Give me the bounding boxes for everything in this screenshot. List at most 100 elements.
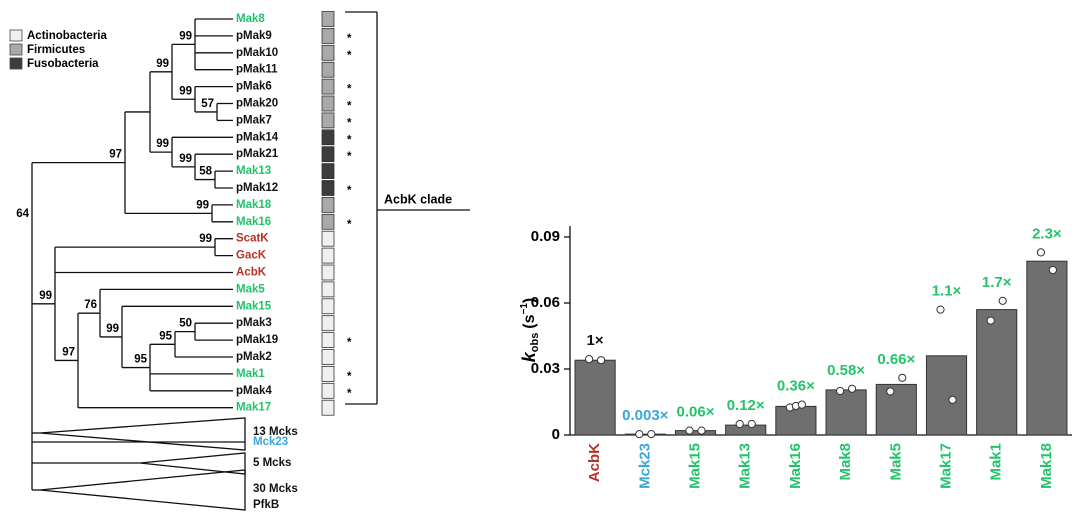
fold-label: 0.003× <box>622 407 669 424</box>
bootstrap: 95 <box>134 354 147 366</box>
replicate-point <box>948 395 957 404</box>
leaf-label: pMak14 <box>236 131 279 143</box>
phylum-box <box>321 112 335 129</box>
leaf-label: pMak6 <box>236 81 272 93</box>
y-tick-label: 0.06 <box>531 294 560 311</box>
bootstrap: 99 <box>179 30 192 42</box>
leaf-label: Mak15 <box>236 300 272 312</box>
collapsed-label: PfkB <box>253 499 279 511</box>
y-axis-label-part: k <box>519 351 539 362</box>
leaf-label: Mak13 <box>236 165 271 177</box>
leaf-label: Mak18 <box>236 199 272 211</box>
bootstrap: 58 <box>199 166 212 178</box>
phylum-box <box>321 349 335 365</box>
y-axis-label-part: obs <box>529 333 541 353</box>
x-tick-label: Mck23 <box>636 443 653 489</box>
fold-label: 0.36× <box>777 378 815 395</box>
legend-swatch <box>9 43 23 56</box>
phylum-box <box>321 213 335 230</box>
bootstrap: 99 <box>179 153 192 165</box>
y-tick-label: 0.03 <box>531 360 560 377</box>
collapsed-triangle <box>139 452 246 475</box>
bootstrap: 99 <box>199 233 212 245</box>
replicate-point <box>1036 248 1046 257</box>
bootstrap: 99 <box>156 138 169 150</box>
fold-label: 0.66× <box>877 351 915 368</box>
x-tick-label: Mak15 <box>686 443 703 489</box>
replicate-point <box>697 426 706 435</box>
bootstrap: 50 <box>179 318 192 330</box>
x-tick-label: Mak1 <box>988 443 1005 481</box>
leaf-mark: * <box>347 50 352 62</box>
bootstrap: 95 <box>159 330 172 342</box>
replicate-point <box>848 384 857 393</box>
y-axis-label: kobs (s−1) <box>519 298 541 363</box>
collapsed-label: 30 Mcks <box>253 483 298 495</box>
legend-label: Fusobacteria <box>27 58 99 70</box>
bar <box>674 430 717 436</box>
replicate-point <box>647 430 656 439</box>
replicate-point <box>685 426 694 435</box>
bar <box>825 389 867 436</box>
leaf-mark: * <box>347 33 352 45</box>
phylum-box <box>321 365 335 382</box>
phylum-box <box>321 332 335 349</box>
replicate-point <box>998 296 1007 305</box>
phylum-box <box>321 27 335 44</box>
phylum-box <box>321 298 335 315</box>
phylum-box <box>321 61 335 78</box>
collapsed-triangle <box>39 469 246 511</box>
y-axis-label-part: (s <box>521 314 538 328</box>
bootstrap: 99 <box>196 199 209 211</box>
bootstrap: 99 <box>179 85 192 97</box>
phylum-box <box>321 382 335 399</box>
replicate-point <box>585 355 594 364</box>
leaf-label: pMak10 <box>236 47 278 59</box>
phylum-box <box>321 247 335 264</box>
collapsed-triangle <box>39 417 246 451</box>
bootstrap: 99 <box>106 323 119 335</box>
phylum-box <box>321 180 335 196</box>
leaf-mark: * <box>347 151 352 163</box>
bootstrap: 57 <box>201 98 214 110</box>
bar <box>775 405 817 436</box>
x-tick-label: Mak17 <box>937 443 954 489</box>
phylum-box <box>321 78 335 95</box>
fold-label: 2.3× <box>1032 225 1062 242</box>
legend-label: Actinobacteria <box>27 30 107 42</box>
phylum-box <box>321 163 335 180</box>
collapsed-label: 13 Mcks <box>253 426 298 438</box>
fold-label: 0.06× <box>677 404 715 421</box>
phylum-box <box>321 44 335 61</box>
legend-swatch <box>9 29 23 42</box>
leaf-label: pMak7 <box>236 114 272 126</box>
leaf-label: pMak9 <box>236 30 272 42</box>
leaf-label: Mak8 <box>236 13 265 25</box>
bar <box>976 309 1018 436</box>
leaf-label: ScatK <box>236 233 269 245</box>
phylum-box <box>321 11 335 27</box>
bootstrap: 99 <box>156 58 169 70</box>
bootstrap: 76 <box>84 299 97 311</box>
bar <box>574 359 616 436</box>
leaf-mark: * <box>347 388 352 400</box>
collapsed-label: 5 Mcks <box>253 457 291 469</box>
fold-label: 0.12× <box>727 397 765 414</box>
fold-label: 1.7× <box>982 274 1012 291</box>
x-tick-label: Mak8 <box>837 443 854 481</box>
replicate-point <box>1048 265 1058 275</box>
leaf-label: pMak19 <box>236 334 278 346</box>
replicate-point <box>597 356 606 365</box>
phylum-box <box>321 196 335 213</box>
bootstrap: 97 <box>109 149 122 161</box>
leaf-label: AcbK <box>236 267 267 279</box>
clade-label: AcbK clade <box>384 192 452 206</box>
y-tick-label: 0.09 <box>531 228 560 245</box>
x-tick-label: Mak16 <box>787 443 804 489</box>
y-axis-label-part: −1 <box>519 303 530 315</box>
replicate-point <box>747 419 756 429</box>
bootstrap: 64 <box>16 208 29 220</box>
leaf-mark: * <box>347 185 352 197</box>
phylum-box <box>321 95 335 112</box>
